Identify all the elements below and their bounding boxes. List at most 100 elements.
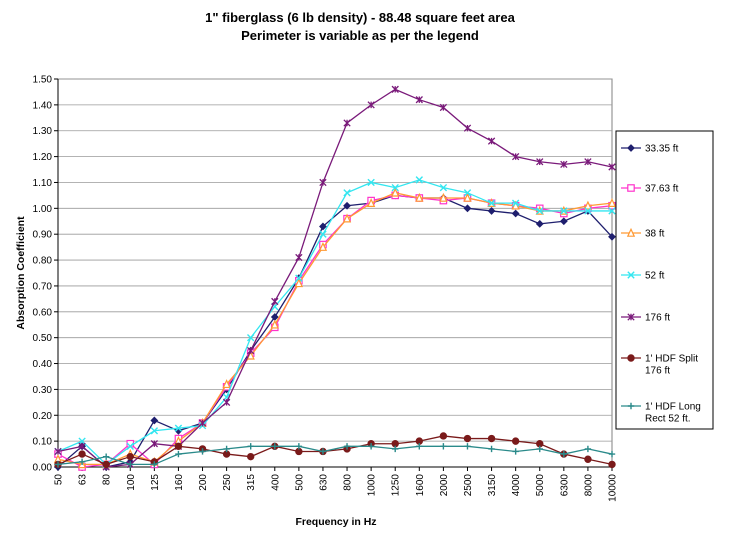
y-tick-label: 0.30 xyxy=(33,385,53,396)
data-point xyxy=(512,448,519,455)
x-tick-label: 125 xyxy=(150,474,161,491)
data-point xyxy=(102,460,110,469)
y-tick-label: 0.20 xyxy=(33,411,53,422)
data-point xyxy=(247,333,255,342)
legend-label: 176 ft xyxy=(645,313,670,324)
data-point xyxy=(271,297,279,306)
x-tick-label: 160 xyxy=(174,474,185,491)
data-point xyxy=(102,453,110,460)
data-point xyxy=(150,427,159,435)
data-point xyxy=(78,458,86,466)
x-tick-label: 100 xyxy=(126,474,137,491)
y-tick-label: 0.80 xyxy=(33,256,53,267)
y-tick-label: 0.00 xyxy=(33,463,53,474)
series-5 xyxy=(54,85,616,471)
data-point xyxy=(487,434,496,443)
data-point xyxy=(223,445,230,453)
legend-label: 37.63 ft xyxy=(645,184,679,195)
data-point xyxy=(78,442,86,450)
data-point xyxy=(391,183,399,192)
x-tick-label: 1250 xyxy=(391,474,402,497)
data-point xyxy=(247,346,255,355)
data-point xyxy=(487,137,496,145)
data-point xyxy=(366,198,376,207)
data-point xyxy=(367,443,375,450)
legend-label-line: 37.63 ft xyxy=(645,184,679,195)
data-point xyxy=(439,103,448,112)
series-line xyxy=(57,88,613,468)
legend-marker xyxy=(627,271,635,279)
y-tick-label: 1.10 xyxy=(33,178,53,189)
data-point xyxy=(294,278,304,288)
data-point xyxy=(126,452,134,461)
data-point xyxy=(584,158,592,166)
series-6 xyxy=(54,432,616,469)
legend-entry: 176 ft xyxy=(621,313,670,324)
legend-entry: 33.35 ft xyxy=(621,144,679,155)
data-point xyxy=(343,201,351,210)
data-point xyxy=(151,461,158,468)
legend-label-line: Rect 52 ft. xyxy=(645,414,691,425)
data-point xyxy=(584,455,592,463)
y-tick-label: 1.50 xyxy=(33,75,53,86)
data-point xyxy=(54,461,62,468)
legend-label-line: 1' HDF Split xyxy=(645,354,698,365)
data-point xyxy=(295,443,303,450)
data-point xyxy=(150,416,159,425)
data-point xyxy=(319,222,327,231)
y-axis-title: Absorption Coefficient xyxy=(15,216,27,330)
x-tick-label: 400 xyxy=(270,474,281,491)
data-point xyxy=(560,207,568,215)
series-7 xyxy=(54,443,616,468)
y-tick-label: 0.60 xyxy=(33,307,53,318)
data-point xyxy=(367,178,375,187)
data-point xyxy=(246,452,255,461)
data-point xyxy=(511,209,520,218)
data-point xyxy=(511,199,520,207)
legend-label-line: 1' HDF Long xyxy=(645,402,701,413)
series-4 xyxy=(54,176,616,469)
data-point xyxy=(247,443,254,450)
data-point xyxy=(415,176,423,184)
legend-entry: 37.63 ft xyxy=(621,184,679,195)
data-point xyxy=(126,442,134,451)
legend-label-line: 52 ft xyxy=(645,271,665,282)
x-tick-label: 2000 xyxy=(439,474,450,497)
series-line xyxy=(57,435,613,466)
data-point xyxy=(440,443,447,450)
legend-marker xyxy=(627,313,635,321)
data-point xyxy=(487,207,496,215)
legend-entry: 1' HDF Split 176 ft xyxy=(621,354,698,377)
data-point xyxy=(78,450,86,458)
data-point xyxy=(535,219,544,228)
data-point xyxy=(343,443,351,450)
x-tick-label: 5000 xyxy=(535,474,546,497)
legend-label: 1' HDF Long Rect 52 ft. xyxy=(645,402,701,425)
x-tick-label: 200 xyxy=(198,474,209,491)
legend-label-line: 176 ft xyxy=(645,313,670,324)
data-point xyxy=(343,189,351,197)
y-tick-label: 1.20 xyxy=(33,152,53,163)
x-tick-label: 80 xyxy=(102,474,113,486)
x-tick-label: 500 xyxy=(294,474,305,491)
data-point xyxy=(392,445,399,453)
x-tick-label: 4000 xyxy=(511,474,522,497)
data-point xyxy=(608,460,616,469)
legend-entry: 1' HDF Long Rect 52 ft. xyxy=(621,402,701,425)
x-tick-label: 1000 xyxy=(367,474,378,497)
data-point xyxy=(342,213,352,223)
x-tick-label: 250 xyxy=(222,474,233,491)
data-point xyxy=(607,198,617,207)
x-tick-label: 50 xyxy=(54,474,65,486)
data-point xyxy=(488,445,495,453)
data-point xyxy=(487,199,496,207)
x-axis-title: Frequency in Hz xyxy=(295,516,376,528)
chart-subtitle: Perimeter is variable as per the legend xyxy=(241,28,479,43)
data-point xyxy=(584,207,592,215)
y-tick-label: 1.00 xyxy=(33,204,53,215)
data-point xyxy=(583,200,593,210)
legend-marker xyxy=(626,227,636,237)
data-point xyxy=(536,207,544,215)
legend-marker xyxy=(627,144,635,152)
